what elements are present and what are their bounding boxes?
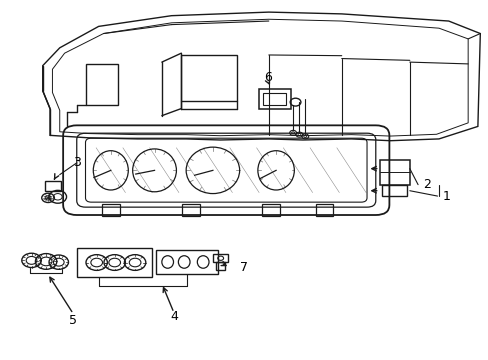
Bar xyxy=(262,204,280,216)
Text: 7: 7 xyxy=(240,261,248,274)
Bar xyxy=(182,204,200,216)
Bar xyxy=(156,250,218,274)
Bar xyxy=(213,254,227,262)
Bar xyxy=(379,159,409,185)
Bar xyxy=(263,93,285,105)
Bar xyxy=(259,89,290,109)
Text: 5: 5 xyxy=(69,314,77,327)
Text: 6: 6 xyxy=(264,71,271,84)
Bar xyxy=(216,262,224,270)
Text: 2: 2 xyxy=(422,178,430,191)
Bar xyxy=(45,181,61,192)
Bar xyxy=(315,204,333,216)
Bar xyxy=(77,248,152,277)
Text: 3: 3 xyxy=(73,156,81,169)
Text: 4: 4 xyxy=(170,310,178,323)
Bar xyxy=(381,185,407,196)
Text: 1: 1 xyxy=(442,190,449,203)
Bar xyxy=(102,204,119,216)
Bar xyxy=(181,55,237,102)
